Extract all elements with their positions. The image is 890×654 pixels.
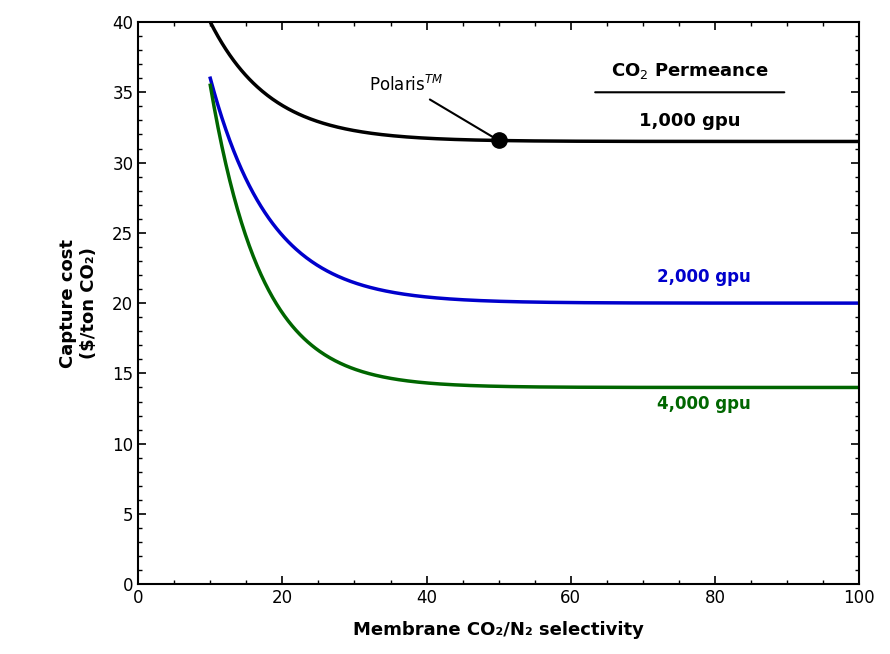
Text: 2,000 gpu: 2,000 gpu <box>658 268 751 286</box>
X-axis label: Membrane CO₂/N₂ selectivity: Membrane CO₂/N₂ selectivity <box>353 621 644 639</box>
Y-axis label: Capture cost
($/ton CO₂): Capture cost ($/ton CO₂) <box>60 239 98 368</box>
Text: CO$_2$ Permeance: CO$_2$ Permeance <box>611 61 769 81</box>
Text: 1,000 gpu: 1,000 gpu <box>639 112 740 130</box>
Text: 4,000 gpu: 4,000 gpu <box>658 394 751 413</box>
Text: Polaris$^{TM}$: Polaris$^{TM}$ <box>368 75 497 139</box>
